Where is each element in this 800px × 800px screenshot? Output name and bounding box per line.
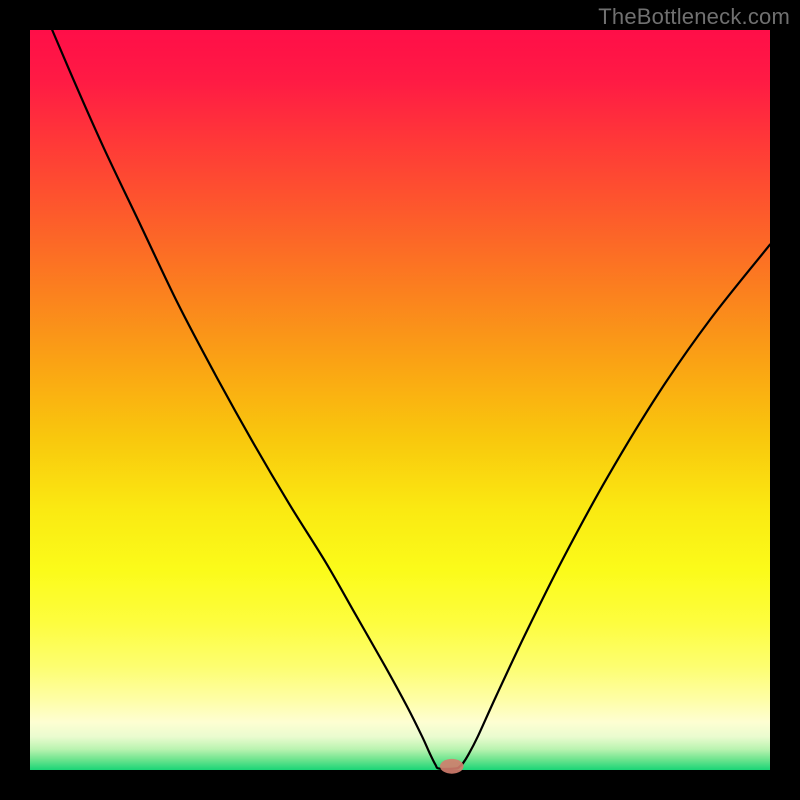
chart-container: TheBottleneck.com: [0, 0, 800, 800]
watermark-text: TheBottleneck.com: [598, 4, 790, 30]
optimal-marker: [440, 759, 464, 774]
bottleneck-chart: [0, 0, 800, 800]
chart-plot-bg: [30, 30, 770, 770]
